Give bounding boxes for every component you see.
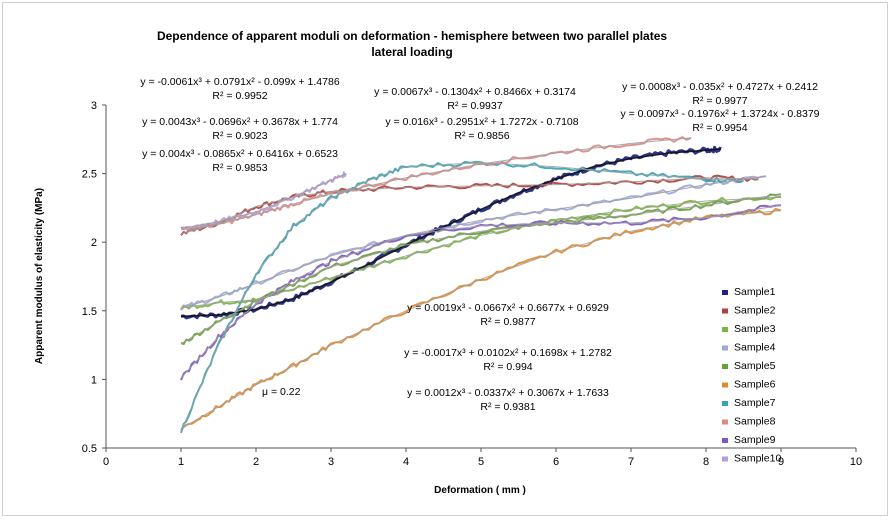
- r-squared-label: R² = 0.9853: [212, 162, 267, 174]
- equation-label: y = 0.004x³ - 0.0865x² + 0.6416x + 0.652…: [142, 148, 338, 160]
- x-tick-label: 6: [553, 456, 559, 468]
- series-line-sample2: [180, 174, 759, 236]
- y-tick-label: 0.5: [82, 443, 97, 455]
- legend: Sample1 Sample2 Sample3 Sample4 Sample5 Sampl…: [722, 286, 781, 465]
- series-line-sample10: [180, 171, 347, 230]
- y-axis-title: Apparent modulus of elasticity (MPa): [34, 188, 45, 364]
- trendline-sample3: [180, 196, 782, 309]
- x-axis-title: Deformation ( mm ): [434, 485, 526, 496]
- legend-label: Sample2: [734, 305, 776, 317]
- x-tick-label: 2: [253, 456, 259, 468]
- legend-label: Sample5: [734, 360, 776, 372]
- legend-marker: [722, 382, 728, 388]
- trendline-sample8: [180, 137, 692, 231]
- equation-label: y = 0.0012x³ - 0.0337x² + 0.3067x + 1.76…: [407, 387, 609, 399]
- r-squared-label: R² = 0.994: [483, 361, 532, 373]
- series-line-sample1: [180, 145, 722, 320]
- equation-label: y = 0.0067x³ - 0.1304x² + 0.8466x + 0.31…: [374, 86, 576, 98]
- legend-marker: [722, 401, 728, 406]
- legend-marker: [722, 290, 728, 295]
- x-tick-label: 0: [103, 456, 109, 468]
- chart-subtitle: lateral loading: [371, 45, 452, 59]
- x-tick-label: 5: [478, 456, 484, 468]
- r-squared-label: R² = 0.9954: [692, 122, 747, 134]
- equation-label: y = 0.0097x³ - 0.1976x² + 1.3724x - 0.83…: [620, 108, 819, 120]
- legend-label: Sample10: [734, 453, 781, 465]
- trendline-sample5: [180, 193, 782, 345]
- legend-marker: [722, 364, 728, 369]
- equation-label: y = 0.0008x³ - 0.035x² + 0.4727x + 0.241…: [622, 81, 818, 93]
- series-line-sample5: [180, 193, 782, 346]
- legend-marker: [722, 308, 728, 314]
- legend-marker: [722, 419, 728, 425]
- trendline-sample10: [180, 173, 347, 229]
- legend-label: Sample6: [734, 379, 776, 391]
- legend-marker: [722, 456, 728, 462]
- legend-marker: [722, 345, 728, 351]
- r-squared-label: R² = 0.9937: [447, 100, 502, 112]
- legend-label: Sample7: [734, 397, 776, 409]
- x-tick-label: 1: [178, 456, 184, 468]
- series-line-sample4: [180, 175, 767, 311]
- x-tick-label: 8: [703, 456, 709, 468]
- equation-label: y = 0.016x³ - 0.2951x² + 1.7272x - 0.710…: [385, 116, 578, 128]
- x-tick-label: 4: [403, 456, 409, 468]
- legend-label: Sample1: [734, 286, 776, 298]
- x-tick-label: 3: [328, 456, 334, 468]
- equation-label: y = 0.0019x³ - 0.0667x² + 0.6677x + 0.69…: [407, 302, 609, 314]
- series-line-sample6: [180, 208, 782, 431]
- x-tick-label: 7: [628, 456, 634, 468]
- y-tick-label: 2.5: [82, 169, 97, 181]
- equation-label: y = -0.0061x³ + 0.0791x² - 0.099x + 1.47…: [140, 76, 340, 88]
- r-squared-label: R² = 0.9023: [212, 130, 267, 142]
- x-tick-label: 10: [850, 456, 862, 468]
- legend-marker: [722, 327, 728, 332]
- legend-label: Sample4: [734, 342, 776, 354]
- r-squared-label: R² = 0.9856: [454, 130, 509, 142]
- trendline-sample6: [180, 210, 782, 430]
- equation-annotations: y = -0.0061x³ + 0.0791x² - 0.099x + 1.47…: [140, 76, 819, 413]
- x-ticks: 0 1 2 3 4 5 6 7 8 9 10: [103, 448, 862, 468]
- y-tick-label: 2: [91, 237, 97, 249]
- legend-marker: [722, 438, 728, 443]
- equation-label: y = 0.0043x³ - 0.0696x² + 0.3678x + 1.77…: [142, 116, 338, 128]
- legend-label: Sample3: [734, 323, 776, 335]
- trendline-sample4: [180, 175, 767, 309]
- y-ticks: 0.5 1 1.5 2 2.5 3: [82, 100, 106, 455]
- r-squared-label: R² = 0.9977: [692, 95, 747, 107]
- legend-label: Sample8: [734, 416, 776, 428]
- trendline-sample1: [180, 148, 722, 318]
- r-squared-label: R² = 0.9877: [480, 316, 535, 328]
- equation-label: y = -0.0017x³ + 0.0102x² + 0.1698x + 1.2…: [404, 347, 612, 359]
- trendline-sample7: [180, 162, 744, 432]
- poisson-ratio-note: μ = 0.22: [262, 386, 301, 398]
- trendline-sample9: [180, 204, 782, 379]
- trendline-sample2: [180, 177, 759, 235]
- y-tick-label: 1: [91, 374, 97, 386]
- r-squared-label: R² = 0.9381: [480, 401, 535, 413]
- chart-title: Dependence of apparent moduli on deforma…: [157, 29, 667, 43]
- r-squared-label: R² = 0.9952: [212, 90, 267, 102]
- legend-label: Sample9: [734, 434, 776, 446]
- y-tick-label: 1.5: [82, 306, 97, 318]
- x-tick-label: 9: [778, 456, 784, 468]
- y-tick-label: 3: [91, 100, 97, 112]
- trendline-layer: [180, 137, 782, 432]
